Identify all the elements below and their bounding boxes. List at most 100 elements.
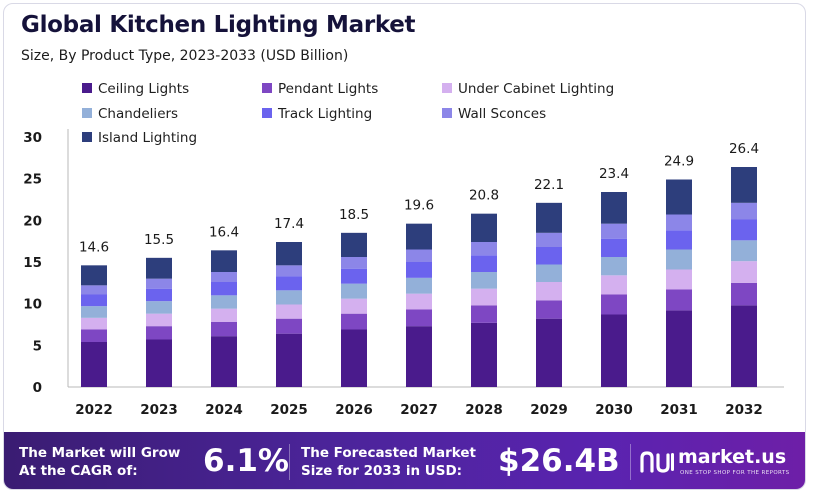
bar-segment bbox=[146, 301, 172, 314]
legend-swatch bbox=[442, 83, 452, 93]
bar-segment bbox=[276, 276, 302, 291]
bar-segment bbox=[471, 305, 497, 323]
bar-segment bbox=[276, 318, 302, 334]
forecast-label-line2: Size for 2033 in USD: bbox=[301, 463, 463, 479]
bar-segment bbox=[666, 289, 692, 311]
bar-segment bbox=[536, 300, 562, 319]
chart-title: Global Kitchen Lighting Market bbox=[21, 12, 416, 38]
bar-segment bbox=[536, 202, 562, 233]
bar-segment bbox=[601, 257, 627, 276]
cagr-value: 6.1% bbox=[203, 443, 289, 479]
stacked-bar-chart: Ceiling Lights Pendant Lights Under Cabine… bbox=[23, 81, 784, 418]
footer-divider bbox=[630, 444, 631, 480]
footer-divider bbox=[289, 444, 290, 480]
bar-total-label: 26.4 bbox=[729, 141, 759, 157]
x-tick-label: 2026 bbox=[335, 402, 373, 418]
bar-segment bbox=[536, 282, 562, 301]
bar-segment bbox=[666, 269, 692, 290]
bar-segment bbox=[81, 265, 107, 286]
bar-segment bbox=[276, 242, 302, 266]
bar-segment bbox=[276, 333, 302, 387]
bar-total-label: 17.4 bbox=[274, 216, 304, 232]
bar-total-label: 16.4 bbox=[209, 224, 239, 240]
bar-total-label: 14.6 bbox=[79, 239, 109, 255]
y-tick-label: 10 bbox=[23, 297, 42, 313]
bar-segment bbox=[731, 240, 757, 262]
bar-segment bbox=[81, 294, 107, 307]
bar-segment bbox=[211, 250, 237, 272]
bar-total-label: 23.4 bbox=[599, 166, 629, 182]
x-tick-label: 2031 bbox=[660, 402, 698, 418]
legend-label: Wall Sconces bbox=[458, 106, 546, 122]
bar-segment bbox=[341, 283, 367, 299]
bar-segment bbox=[406, 326, 432, 387]
bar-segment bbox=[731, 261, 757, 283]
market-us-logo-icon bbox=[640, 451, 674, 473]
bar-segment bbox=[341, 232, 367, 257]
bar-segment bbox=[276, 290, 302, 305]
chart-subtitle: Size, By Product Type, 2023-2033 (USD Bi… bbox=[21, 48, 349, 64]
bar-segment bbox=[666, 249, 692, 270]
bar-segment bbox=[341, 257, 367, 269]
y-tick-label: 30 bbox=[23, 130, 42, 146]
legend-swatch bbox=[262, 83, 272, 93]
bar-segment bbox=[406, 277, 432, 294]
bar-segment bbox=[731, 202, 757, 220]
legend-label: Chandeliers bbox=[98, 106, 178, 122]
y-tick-label: 15 bbox=[23, 255, 42, 271]
bar-total-label: 20.8 bbox=[469, 188, 499, 204]
bar-segment bbox=[601, 192, 627, 224]
bar-segment bbox=[211, 272, 237, 282]
bar-total-label: 18.5 bbox=[339, 207, 369, 223]
bar-segment bbox=[536, 247, 562, 265]
bar-segment bbox=[731, 167, 757, 203]
legend-swatch bbox=[82, 108, 92, 118]
y-tick-label: 20 bbox=[23, 213, 42, 229]
bar-segment bbox=[666, 310, 692, 387]
bar-total-label: 22.1 bbox=[534, 177, 564, 193]
legend-swatch bbox=[82, 132, 92, 142]
x-tick-label: 2027 bbox=[400, 402, 438, 418]
bar-segment bbox=[601, 275, 627, 295]
bar-segment bbox=[471, 272, 497, 289]
bar-segment bbox=[666, 179, 692, 215]
bar-segment bbox=[471, 213, 497, 242]
cagr-label-line1: The Market will Grow bbox=[19, 445, 181, 461]
bar-segment bbox=[536, 232, 562, 247]
x-tick-label: 2028 bbox=[465, 402, 503, 418]
x-tick-label: 2030 bbox=[595, 402, 633, 418]
x-tick-label: 2024 bbox=[205, 402, 243, 418]
bar-segment bbox=[341, 313, 367, 330]
bar-segment bbox=[406, 262, 432, 278]
bar-segment bbox=[341, 298, 367, 314]
bar-segment bbox=[601, 223, 627, 239]
forecast-value: $26.4B bbox=[498, 443, 620, 479]
bar-segment bbox=[276, 265, 302, 277]
bar-segment bbox=[146, 339, 172, 387]
bar-segment bbox=[731, 282, 757, 306]
bar-segment bbox=[666, 230, 692, 250]
footer-banner: The Market will Grow At the CAGR of: 6.1… bbox=[4, 432, 805, 489]
bar-segment bbox=[601, 238, 627, 257]
bar-total-label: 24.9 bbox=[664, 154, 694, 170]
bar-segment bbox=[146, 257, 172, 279]
y-tick-label: 25 bbox=[23, 172, 42, 188]
x-tick-label: 2023 bbox=[140, 402, 178, 418]
bar-segment bbox=[471, 255, 497, 272]
legend-label: Under Cabinet Lighting bbox=[458, 81, 614, 97]
bar-segment bbox=[601, 314, 627, 387]
cagr-label: The Market will Grow At the CAGR of: bbox=[19, 444, 180, 480]
bar-segment bbox=[276, 304, 302, 319]
cagr-label-line2: At the CAGR of: bbox=[19, 463, 138, 479]
bar-segment bbox=[81, 317, 107, 330]
bar-segment bbox=[731, 219, 757, 241]
forecast-label: The Forecasted Market Size for 2033 in U… bbox=[301, 444, 476, 480]
bar-segment bbox=[81, 306, 107, 318]
bar-segment bbox=[81, 285, 107, 295]
bar-segment bbox=[341, 268, 367, 284]
bar-segment bbox=[406, 293, 432, 310]
bar-segment bbox=[406, 223, 432, 250]
x-tick-label: 2029 bbox=[530, 402, 568, 418]
bar-segment bbox=[731, 305, 757, 387]
y-tick-label: 0 bbox=[33, 380, 42, 396]
